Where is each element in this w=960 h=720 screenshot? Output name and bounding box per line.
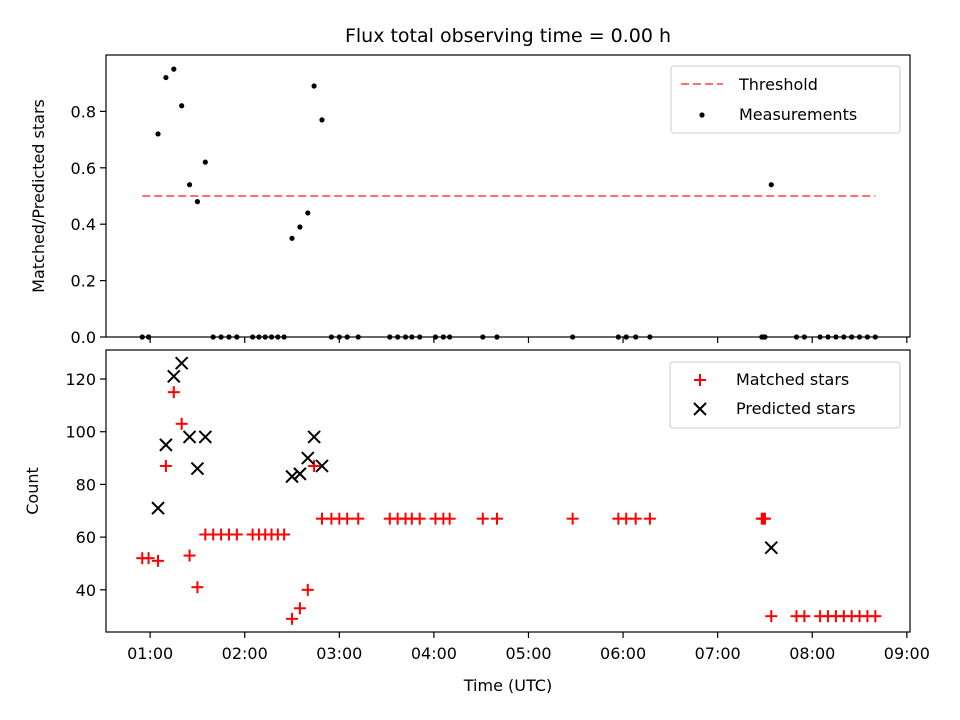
matched-stars-point <box>175 417 188 430</box>
matched-stars-point <box>278 528 291 541</box>
y-tick-label: 0.0 <box>71 328 96 347</box>
measurement-point <box>311 83 317 89</box>
y-tick-label: 60 <box>76 528 96 547</box>
y-tick-label: 0.2 <box>71 272 96 291</box>
legend-matched-label: Matched stars <box>736 370 849 389</box>
matched-stars-point <box>869 610 882 623</box>
predicted-stars-point <box>293 467 307 481</box>
measurement-point <box>202 159 208 165</box>
legend-measurements-swatch <box>699 112 705 118</box>
x-axis-label: Time (UTC) <box>463 676 552 695</box>
flux-legend: Threshold Measurements <box>670 65 901 134</box>
matched-stars-point <box>643 512 656 525</box>
flux-legend-box <box>670 65 901 134</box>
y-tick-label: 40 <box>76 581 96 600</box>
matched-stars-point <box>159 459 172 472</box>
matched-stars-point <box>167 386 180 399</box>
count-panel: 40 60 80 100 120 01:00 02:00 03:00 04:00 05:00 06… <box>23 349 930 695</box>
x-tick-label: 07:00 <box>695 644 741 663</box>
flux-marks <box>139 66 878 340</box>
matched-stars-point <box>352 512 365 525</box>
legend-measurements-label: Measurements <box>739 105 857 124</box>
matched-stars-point <box>758 512 771 525</box>
measurement-point <box>186 182 193 188</box>
matched-stars-point <box>230 528 243 541</box>
x-tick-label: 09:00 <box>884 644 930 663</box>
x-tick-label: 03:00 <box>316 644 362 663</box>
measurement-point <box>155 131 161 137</box>
matched-stars-point <box>798 610 811 623</box>
flux-x-ticks <box>149 337 908 343</box>
x-tick-label: 02:00 <box>222 644 268 663</box>
measurement-point <box>768 182 774 188</box>
count-y-axis-label: Count <box>23 467 42 515</box>
count-legend-box <box>669 361 901 429</box>
predicted-stars-point <box>159 438 173 452</box>
matched-stars-point <box>566 512 579 525</box>
matched-stars-point <box>765 610 778 623</box>
predicted-stars-point <box>151 501 165 515</box>
x-tick-label: 08:00 <box>789 644 835 663</box>
predicted-stars-point <box>301 451 315 465</box>
flux-axes-frame <box>105 54 911 338</box>
predicted-stars-point <box>174 356 189 370</box>
predicted-stars-point <box>182 430 197 444</box>
flux-y-axis-label: Matched/Predicted stars <box>29 99 48 293</box>
measurement-point <box>297 224 303 230</box>
matched-stars-point <box>413 512 426 525</box>
matched-stars-point <box>152 554 165 567</box>
matched-stars-point <box>443 512 456 525</box>
measurement-point <box>179 103 185 109</box>
x-tick-label: 06:00 <box>600 644 646 663</box>
x-tick-label: 05:00 <box>505 644 551 663</box>
count-x-ticks: 01:00 02:00 03:00 04:00 05:00 06:00 07:00 08:00… <box>127 632 930 663</box>
matched-stars-point <box>183 549 196 562</box>
y-tick-label: 80 <box>76 475 96 494</box>
measurement-point <box>305 210 311 216</box>
matched-stars-point <box>308 459 321 472</box>
y-tick-label: 100 <box>65 423 96 442</box>
matched-stars-point <box>293 602 306 615</box>
count-marks <box>136 356 882 625</box>
chart-title: Flux total observing time = 0.00 h <box>345 25 671 47</box>
y-tick-label: 0.8 <box>71 102 96 121</box>
y-tick-label: 0.6 <box>71 159 96 178</box>
y-tick-label: 0.4 <box>71 215 96 234</box>
matched-stars-point <box>191 581 204 594</box>
measurement-point <box>319 117 325 123</box>
measurement-point <box>163 74 169 81</box>
matched-stars-point <box>629 512 642 525</box>
legend-matched-swatch <box>694 374 706 386</box>
matched-stars-point <box>301 583 314 596</box>
legend-threshold-label: Threshold <box>738 75 818 94</box>
y-tick-label: 120 <box>65 370 96 389</box>
matched-stars-point <box>142 552 155 565</box>
count-y-ticks: 40 60 80 100 120 <box>65 370 106 600</box>
count-legend: Matched stars Predicted stars <box>669 361 901 429</box>
matched-stars-point <box>490 512 503 525</box>
predicted-stars-point <box>285 469 299 484</box>
measurement-point <box>194 199 201 205</box>
predicted-stars-point <box>315 459 329 473</box>
measurement-point <box>171 66 177 72</box>
x-tick-label: 04:00 <box>411 644 457 663</box>
flux-y-ticks: 0.0 0.2 0.4 0.6 0.8 <box>71 102 106 347</box>
measurement-point <box>289 235 295 241</box>
predicted-stars-point <box>764 540 778 555</box>
predicted-stars-point <box>198 430 213 444</box>
matched-stars-point <box>286 612 299 625</box>
x-tick-label: 01:00 <box>127 644 173 663</box>
legend-predicted-swatch <box>693 402 707 416</box>
legend-predicted-label: Predicted stars <box>736 399 856 418</box>
matched-stars-point <box>476 512 489 525</box>
predicted-stars-point <box>307 430 321 444</box>
predicted-stars-point <box>190 461 205 476</box>
flux-panel: Flux total observing time = 0.00 h 0.00.… <box>29 25 911 347</box>
count-axes-frame <box>105 349 911 633</box>
matched-stars-point <box>341 512 354 525</box>
predicted-stars-point <box>167 369 181 384</box>
